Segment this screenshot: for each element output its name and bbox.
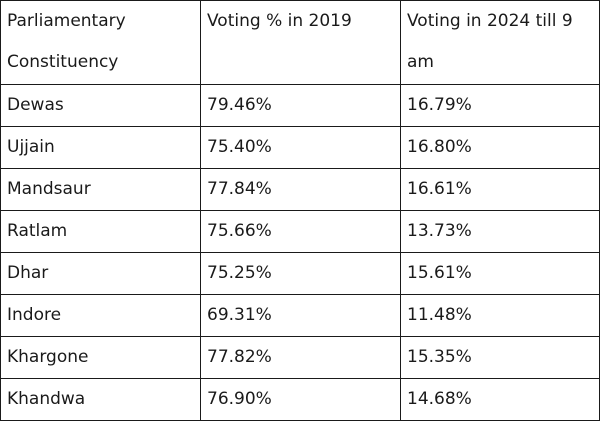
header-voting-2024: Voting in 2024 till 9 am xyxy=(400,0,600,85)
constituency-cell: Khandwa xyxy=(0,378,201,421)
voting-2019-cell: 75.66% xyxy=(200,210,401,253)
constituency-cell: Ujjain xyxy=(0,126,201,169)
table-row: Dewas 79.46% 16.79% xyxy=(0,84,600,127)
table-row: Dhar 75.25% 15.61% xyxy=(0,252,600,295)
constituency-cell: Dhar xyxy=(0,252,201,295)
voting-2019-cell: 75.40% xyxy=(200,126,401,169)
table-row: Mandsaur 77.84% 16.61% xyxy=(0,168,600,211)
constituency-cell: Dewas xyxy=(0,84,201,127)
table-row: Khargone 77.82% 15.35% xyxy=(0,336,600,379)
voting-2024-cell: 13.73% xyxy=(400,210,600,253)
voting-2024-cell: 16.61% xyxy=(400,168,600,211)
voting-2024-cell: 16.80% xyxy=(400,126,600,169)
table-row: Ratlam 75.66% 13.73% xyxy=(0,210,600,253)
header-voting-2019: Voting % in 2019 xyxy=(200,0,401,85)
voting-2024-cell: 14.68% xyxy=(400,378,600,421)
table-row: Khandwa 76.90% 14.68% xyxy=(0,378,600,421)
table-header-row: Parliamentary Constituency Voting % in 2… xyxy=(0,0,600,85)
voting-2024-cell: 11.48% xyxy=(400,294,600,337)
voting-2019-cell: 79.46% xyxy=(200,84,401,127)
voting-2019-cell: 69.31% xyxy=(200,294,401,337)
constituency-cell: Indore xyxy=(0,294,201,337)
voting-2024-cell: 16.79% xyxy=(400,84,600,127)
voting-2019-cell: 77.82% xyxy=(200,336,401,379)
constituency-cell: Mandsaur xyxy=(0,168,201,211)
voting-2024-cell: 15.35% xyxy=(400,336,600,379)
voting-2019-cell: 76.90% xyxy=(200,378,401,421)
header-constituency: Parliamentary Constituency xyxy=(0,0,201,85)
table-row: Ujjain 75.40% 16.80% xyxy=(0,126,600,169)
voting-2024-cell: 15.61% xyxy=(400,252,600,295)
constituency-cell: Ratlam xyxy=(0,210,201,253)
table-row: Indore 69.31% 11.48% xyxy=(0,294,600,337)
constituency-cell: Khargone xyxy=(0,336,201,379)
voting-2019-cell: 77.84% xyxy=(200,168,401,211)
voting-2019-cell: 75.25% xyxy=(200,252,401,295)
